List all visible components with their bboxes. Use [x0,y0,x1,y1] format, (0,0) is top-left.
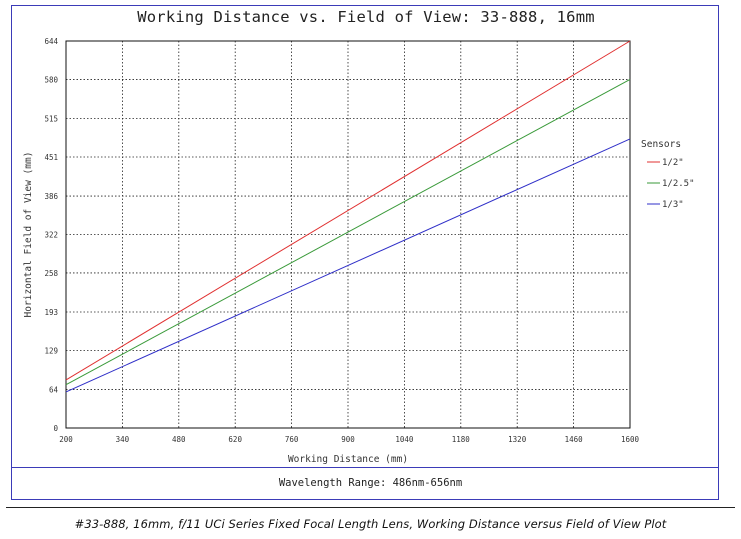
x-tick-label: 1320 [508,435,527,444]
legend-entry: 1/2.5" [662,179,695,189]
y-tick-label: 451 [44,153,58,162]
footer-box [11,467,719,500]
series-line [65,138,631,393]
caption-divider [6,507,735,508]
wavelength-range-text: Wavelength Range: 486nm-656nm [278,477,463,489]
x-tick-label: 900 [341,435,355,444]
y-tick-label: 644 [44,37,58,46]
x-tick-label: 760 [285,435,299,444]
chart-frame: Working Distance vs. Field of View: 33-8… [11,5,719,500]
y-tick-label: 386 [44,192,58,201]
y-axis-label: Horizontal Field of View (mm) [23,152,34,318]
series-line [65,79,631,386]
figure-caption: #33-888, 16mm, f/11 UCi Series Fixed Foc… [74,517,667,531]
y-tick-label: 580 [44,75,58,84]
plot-area: 200 340 480 620 760 900 1040 1180 1320 1460 1600 0 6… [23,37,695,465]
y-tick-label: 0 [53,424,58,433]
x-tick-label: 1180 [452,435,471,444]
legend-entry: 1/2" [662,158,684,168]
chart-title: Working Distance vs. Field of View: 33-8… [137,8,595,26]
x-axis-label: Working Distance (mm) [288,454,408,465]
y-tick-label: 515 [44,115,58,124]
x-tick-label: 1460 [565,435,584,444]
x-tick-label: 340 [116,435,130,444]
series-line [65,40,631,381]
y-tick-label: 322 [44,231,58,240]
y-tick-label: 193 [44,308,58,317]
y-tick-label: 64 [49,386,59,395]
legend-entry: 1/3" [662,200,684,210]
x-tick-label: 200 [59,435,73,444]
x-tick-label: 480 [172,435,186,444]
x-tick-label: 620 [228,435,242,444]
y-tick-label: 129 [44,346,58,355]
x-tick-label: 1040 [395,435,414,444]
x-tick-label: 1600 [621,435,640,444]
legend-title: Sensors [641,139,681,150]
plot-border [65,40,631,429]
y-tick-label: 258 [44,269,58,278]
